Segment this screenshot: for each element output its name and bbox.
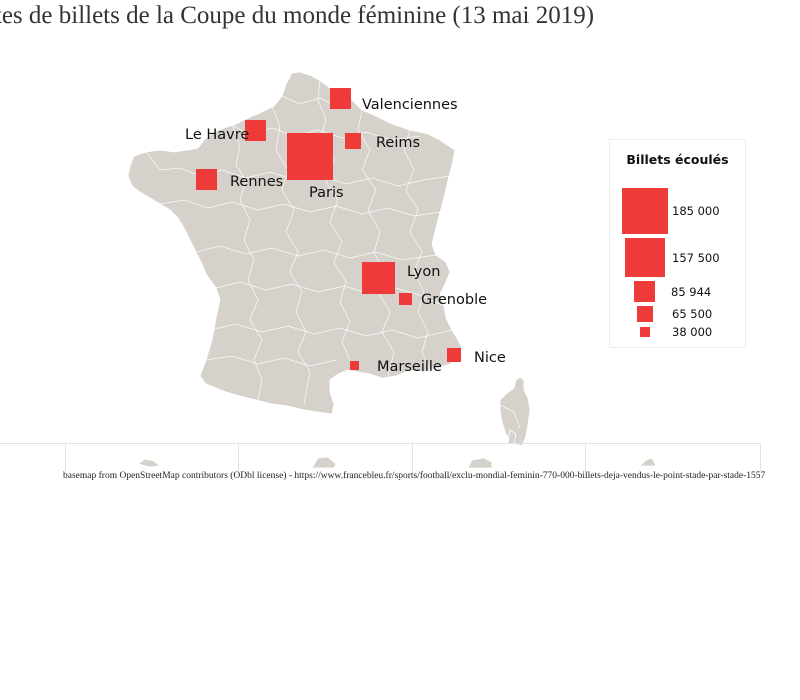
legend-label-1: 185 000 (672, 204, 720, 218)
legend-square-1 (622, 188, 668, 234)
inset-divider (412, 443, 413, 471)
label-valenciennes: Valenciennes (362, 97, 458, 113)
legend-label-4: 65 500 (672, 307, 713, 321)
square-nice[interactable] (447, 348, 461, 362)
legend: Billets écoulés 185 000 157 500 85 944 6… (609, 139, 746, 348)
label-grenoble: Grenoble (421, 292, 487, 308)
label-le-havre: Le Havre (185, 127, 249, 143)
attribution-text: basemap from OpenStreetMap contributors … (63, 471, 766, 481)
label-marseille: Marseille (377, 359, 442, 375)
label-paris: Paris (309, 185, 344, 201)
inset-divider (585, 443, 586, 471)
label-nice: Nice (474, 350, 506, 366)
legend-label-2: 157 500 (672, 251, 720, 265)
label-lyon: Lyon (407, 264, 440, 280)
city-squares (196, 88, 461, 370)
legend-title: Billets écoulés (626, 152, 729, 167)
legend-label-5: 38 000 (672, 325, 713, 339)
inset-divider (760, 443, 761, 471)
legend-square-4 (637, 306, 653, 322)
legend-square-3 (634, 281, 655, 302)
square-marseille[interactable] (350, 361, 359, 370)
legend-square-5 (640, 327, 650, 337)
legend-square-2 (625, 238, 665, 277)
map-title: Ventes de billets de la Coupe du monde f… (0, 2, 595, 29)
faint-divider (320, 478, 455, 489)
overseas-inset-frame (0, 443, 760, 472)
inset-divider (238, 443, 239, 471)
square-paris[interactable] (287, 133, 333, 180)
mainland-france (127, 71, 463, 415)
square-reims[interactable] (345, 133, 361, 149)
square-grenoble[interactable] (399, 293, 412, 305)
department-borders (145, 79, 453, 405)
basemap (127, 71, 657, 469)
label-rennes: Rennes (230, 174, 283, 190)
square-le-havre[interactable] (245, 120, 266, 141)
legend-label-3: 85 944 (671, 285, 712, 299)
square-rennes[interactable] (196, 169, 217, 190)
label-reims: Reims (376, 135, 420, 151)
inset-divider (65, 443, 66, 471)
square-lyon[interactable] (362, 262, 395, 294)
overseas-territories (137, 429, 657, 469)
city-labels: Valenciennes Le Havre Paris Reims Rennes… (185, 97, 506, 375)
square-valenciennes[interactable] (330, 88, 351, 109)
